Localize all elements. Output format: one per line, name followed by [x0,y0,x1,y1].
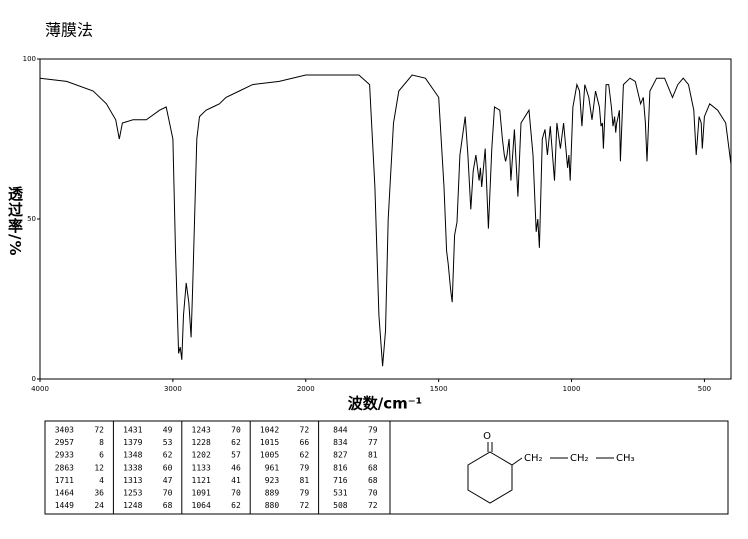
peak-wavenumber: 1253 [123,489,142,498]
peak-transmittance: 53 [163,438,173,447]
peak-wavenumber: 1042 [260,426,279,435]
y-tick-label: 0 [32,375,36,383]
peak-transmittance: 36 [94,489,104,498]
peak-transmittance: 62 [300,451,310,460]
peak-wavenumber: 834 [333,438,348,447]
peak-transmittance: 68 [368,476,378,485]
peak-transmittance: 79 [300,489,310,498]
peak-wavenumber: 1091 [192,489,211,498]
peak-transmittance: 77 [368,438,378,447]
atom-label: O [483,431,491,442]
peak-wavenumber: 2933 [55,451,74,460]
peak-wavenumber: 1202 [192,451,211,460]
x-axis-label: 波数/cm⁻¹ [348,395,423,413]
spectrum-line [39,74,732,367]
peak-transmittance: 49 [163,426,173,435]
structure-bonds [467,442,614,504]
peak-transmittance: 60 [163,463,173,472]
atom-label: CH₃ [616,453,635,464]
x-tick-label: 4000 [31,385,49,393]
peak-transmittance: 62 [231,501,241,510]
bond [511,457,523,466]
peak-wavenumber: 1133 [192,463,211,472]
peak-wavenumber: 1248 [123,501,142,510]
peak-wavenumber: 1121 [192,476,211,485]
ring [467,451,513,504]
peak-wavenumber: 1228 [192,438,211,447]
peak-wavenumber: 1431 [123,426,142,435]
peak-transmittance: 66 [300,438,310,447]
peak-wavenumber: 531 [333,489,348,498]
chart-title: 薄膜法 [45,21,93,40]
peak-wavenumber: 1064 [192,501,211,510]
peak-wavenumber: 716 [333,476,348,485]
peak-wavenumber: 1338 [123,463,142,472]
peak-wavenumber: 1243 [192,426,211,435]
peak-transmittance: 57 [231,451,241,460]
x-tick-label: 1500 [430,385,448,393]
peak-transmittance: 72 [368,501,378,510]
y-tick-label: 100 [23,55,36,63]
peak-wavenumber: 880 [265,501,280,510]
peak-transmittance: 4 [99,476,104,485]
peak-transmittance: 68 [163,501,173,510]
peak-wavenumber: 827 [333,451,348,460]
peak-transmittance: 70 [231,426,241,435]
peak-transmittance: 8 [99,438,104,447]
peak-wavenumber: 816 [333,463,348,472]
peak-wavenumber: 1464 [55,489,74,498]
peak-transmittance: 24 [94,501,104,510]
peak-wavenumber: 2957 [55,438,74,447]
peak-transmittance: 72 [94,426,104,435]
peak-wavenumber: 1348 [123,451,142,460]
peak-wavenumber: 1711 [55,476,74,485]
peak-wavenumber: 844 [333,426,348,435]
peak-transmittance: 62 [163,451,173,460]
peak-transmittance: 70 [231,489,241,498]
peak-transmittance: 41 [231,476,241,485]
x-tick-label: 500 [698,385,711,393]
peak-transmittance: 70 [368,489,378,498]
peak-wavenumber: 1015 [260,438,279,447]
peak-wavenumber: 1005 [260,451,279,460]
peak-wavenumber: 508 [333,501,348,510]
peak-transmittance: 46 [231,463,241,472]
table-frame [44,420,729,515]
peak-wavenumber: 1449 [55,501,74,510]
peak-wavenumber: 1313 [123,476,142,485]
y-axis-label: 透过率/% [6,186,24,257]
peak-wavenumber: 923 [265,476,280,485]
peak-transmittance: 81 [368,451,378,460]
peak-transmittance: 79 [300,463,310,472]
x-tick-label: 1000 [563,385,581,393]
peak-transmittance: 72 [300,426,310,435]
atom-label: CH₂ [570,453,589,464]
peak-transmittance: 81 [300,476,310,485]
peak-wavenumber: 2863 [55,463,74,472]
peak-transmittance: 6 [99,451,104,460]
peak-transmittance: 47 [163,476,173,485]
peak-transmittance: 68 [368,463,378,472]
peak-transmittance: 79 [368,426,378,435]
peak-transmittance: 72 [300,501,310,510]
atom-label: CH₂ [524,453,543,464]
peak-transmittance: 70 [163,489,173,498]
peak-transmittance: 62 [231,438,241,447]
peak-wavenumber: 961 [265,463,280,472]
peak-wavenumber: 889 [265,489,280,498]
peak-wavenumber: 1379 [123,438,142,447]
peak-wavenumber: 3403 [55,426,74,435]
structure-labels: O CH₂ CH₂ CH₃ [483,431,634,464]
x-tick-label: 3000 [164,385,182,393]
y-tick-label: 50 [27,215,36,223]
x-tick-label: 2000 [297,385,315,393]
peak-transmittance: 12 [94,463,104,472]
